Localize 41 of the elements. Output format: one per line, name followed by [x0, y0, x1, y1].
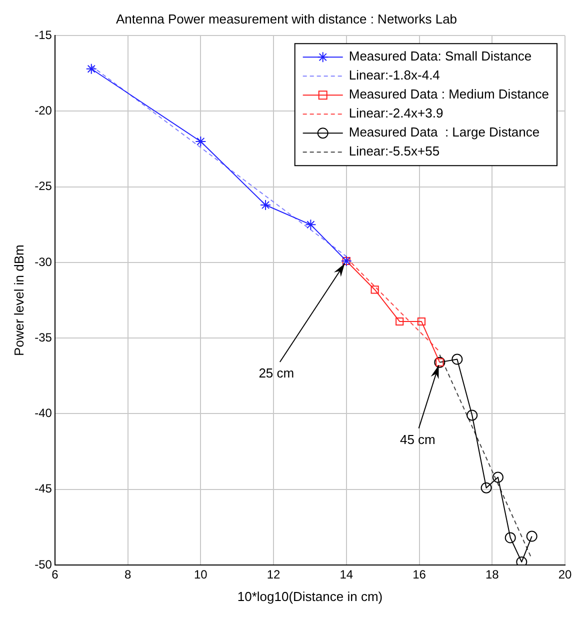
point [305, 219, 316, 230]
point [86, 63, 97, 74]
point [526, 530, 538, 542]
x-tick-label: 8 [124, 568, 132, 582]
annotation: 25 cm [258, 366, 294, 381]
point [452, 354, 463, 365]
x-axis-title: 10*log10(Distance in cm) [237, 588, 383, 604]
legend-label: Linear:-1.8x-4.4 [348, 68, 440, 83]
x-tick-label: 14 [340, 568, 354, 582]
point [492, 472, 504, 483]
y-tick-label: -15 [34, 28, 52, 42]
point [195, 136, 206, 147]
chart-title: Antenna Power measurement with distance : Networks Lab [116, 11, 458, 26]
point [480, 482, 492, 494]
y-axis-title: Power level in dBm [11, 244, 26, 356]
x-tick-label: 18 [485, 568, 500, 582]
point [396, 317, 404, 326]
y-tick-label: -30 [34, 254, 52, 269]
point [370, 286, 379, 294]
legend-label: Measured Data : Medium Distance [348, 86, 550, 102]
legend-label: Linear:-2.4x+3.9 [348, 106, 444, 121]
y-tick-label: -35 [34, 330, 52, 344]
x-tick-label: 10 [194, 568, 208, 582]
point [466, 410, 478, 421]
legend-label: Linear:-5.5x+55 [348, 144, 440, 159]
y-tick-label: -40 [34, 406, 52, 420]
annotation: 45 cm [400, 432, 436, 447]
x-tick-label: 12 [266, 568, 281, 582]
y-tick-label: -50 [34, 557, 52, 572]
legend-label: Measured Data: Small Distance [348, 48, 532, 64]
x-tick-label: 6 [52, 568, 59, 582]
y-tick-label: -45 [34, 482, 52, 496]
y-tick-label: -25 [34, 179, 52, 194]
y-tick-label: -20 [34, 104, 52, 118]
x-tick-label: 20 [558, 568, 572, 582]
x-tick-label: 16 [412, 568, 426, 582]
point [417, 317, 426, 326]
legend-label: Measured Data : Large Distance [348, 124, 540, 140]
point [516, 556, 528, 565]
point [260, 200, 272, 211]
point [504, 532, 516, 544]
